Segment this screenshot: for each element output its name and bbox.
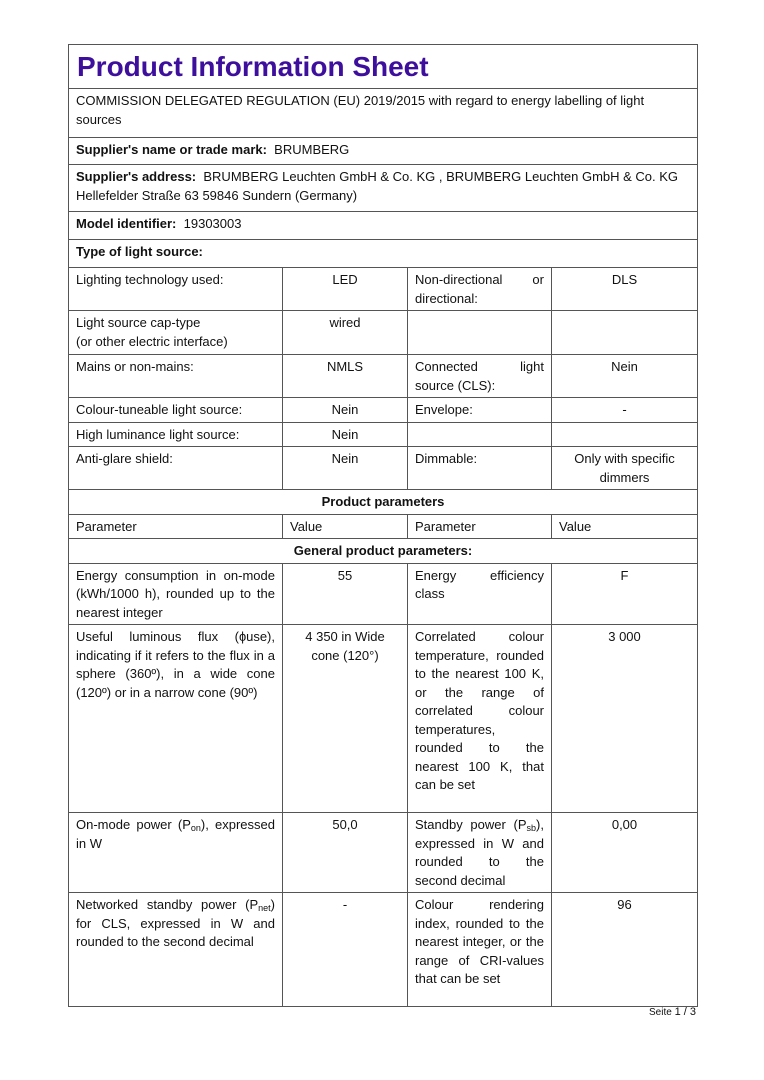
column-header: Parameter: [407, 513, 552, 539]
cell: High luminance light source:: [68, 421, 283, 447]
subscript: sb: [526, 823, 537, 833]
text: Networked standby power (P: [76, 897, 259, 912]
cell: [550, 421, 699, 447]
text: ) for CLS, expressed in W and rounded to…: [76, 897, 275, 949]
cell: Only with specific dimmers: [550, 446, 699, 490]
heading-text: Product parameters: [321, 494, 445, 509]
supplier-address-row: Supplier's address: BRUMBERG Leuchten Gm…: [67, 164, 699, 212]
cell: 0,00: [550, 812, 699, 893]
cell: Dimmable:: [407, 446, 552, 490]
cell: Anti-glare shield:: [68, 446, 283, 490]
text: On-mode power (P: [76, 817, 191, 832]
regulation-text: COMMISSION DELEGATED REGULATION (EU) 201…: [67, 88, 699, 138]
table-row: High luminance light source: Nein: [68, 421, 699, 447]
column-header: Parameter: [68, 513, 283, 539]
page-number: Seite 1 / 3: [649, 1006, 696, 1018]
cell: -: [550, 397, 699, 423]
cell: 4 350 in Wide cone (120°): [282, 624, 408, 813]
table-row: Lighting technology used: LED Non-direct…: [68, 267, 699, 311]
subscript: on: [190, 823, 201, 833]
subscript: net: [258, 903, 271, 913]
product-info-table: Product Information Sheet COMMISSION DEL…: [67, 44, 699, 1007]
cell: Nein: [550, 354, 699, 398]
supplier-name-value: BRUMBERG: [274, 142, 350, 157]
column-header: Value: [282, 513, 408, 539]
cell: wired: [282, 310, 408, 355]
supplier-name-label: Supplier's name or trade mark:: [76, 142, 267, 157]
supplier-address-label: Supplier's address:: [76, 169, 197, 184]
type-heading-text: Type of light source:: [76, 244, 203, 259]
cell: On-mode power (Pon), expressed in W: [68, 812, 283, 893]
table-row: Anti-glare shield: Nein Dimmable: Only w…: [68, 446, 699, 490]
table-row: Colour-tuneable light source: Nein Envel…: [68, 397, 699, 423]
cell: Nein: [282, 421, 408, 447]
heading-text: General product parameters:: [293, 543, 473, 558]
cell: LED: [282, 267, 408, 311]
cap-type-label: Light source cap-type: [76, 315, 201, 330]
cell: 55: [282, 562, 408, 625]
cell: Standby power (Psb), expressed in W and …: [407, 812, 552, 893]
header-row: Parameter Value Parameter Value: [68, 513, 699, 539]
type-heading: Type of light source:: [67, 239, 699, 268]
cell: Energy efficiency class: [407, 562, 552, 625]
page-prefix: Seite: [649, 1007, 672, 1018]
cell: Correlated colour temperature, rounded t…: [407, 624, 552, 813]
cell: [550, 310, 699, 355]
table-row: Light source cap-type (or other electric …: [68, 310, 699, 355]
text: Standby power (P: [415, 817, 527, 832]
cell: 96: [550, 892, 699, 1007]
cell: Envelope:: [407, 397, 552, 423]
cell: Energy consumption in on-mode (kWh/1000 …: [68, 562, 283, 625]
cell: [407, 310, 552, 355]
cell: NMLS: [282, 354, 408, 398]
table-row: Mains or non-mains: NMLS Connected light…: [68, 354, 699, 398]
page-count: 1 / 3: [674, 1006, 696, 1018]
text: ), expressed in W: [76, 817, 275, 851]
cell: [407, 421, 552, 447]
table-row: Energy consumption in on-mode (kWh/1000 …: [68, 562, 699, 625]
cell: Lighting technology used:: [68, 267, 283, 311]
text: ), expressed in W and rounded to the sec…: [415, 817, 544, 888]
table-row: On-mode power (Pon), expressed in W 50,0…: [68, 812, 699, 893]
cell: Nein: [282, 397, 408, 423]
cell: Non-directional or directional:: [407, 267, 552, 311]
cap-type-note: (or other electric interface): [76, 333, 228, 349]
general-params-heading: General product parameters:: [67, 538, 699, 564]
supplier-address-value: BRUMBERG Leuchten GmbH & Co. KG , BRUMBE…: [76, 169, 679, 203]
model-row: Model identifier: 19303003: [67, 211, 699, 240]
cell: -: [282, 892, 408, 1007]
cell: 3 000: [550, 624, 699, 813]
table-row: Useful luminous flux (ɸuse), indicating …: [68, 624, 699, 813]
cell: 50,0: [282, 812, 408, 893]
cell: Colour rendering index, rounded to the n…: [407, 892, 552, 1007]
model-label: Model identifier:: [76, 216, 177, 231]
cell: Useful luminous flux (ɸuse), indicating …: [68, 624, 283, 813]
cell: Nein: [282, 446, 408, 490]
cell: DLS: [550, 267, 699, 311]
cell: Networked standby power (Pnet) for CLS, …: [68, 892, 283, 1007]
cell: Light source cap-type (or other electric …: [68, 310, 283, 355]
supplier-name-row: Supplier's name or trade mark: BRUMBERG: [67, 137, 699, 165]
column-header: Value: [550, 513, 699, 539]
cell: F: [550, 562, 699, 625]
product-params-heading: Product parameters: [67, 489, 699, 515]
cell: Connected light source (CLS):: [407, 354, 552, 398]
table-row: Networked standby power (Pnet) for CLS, …: [68, 892, 699, 1007]
cell: Mains or non-mains:: [68, 354, 283, 398]
page-title: Product Information Sheet: [67, 44, 699, 89]
model-value: 19303003: [183, 216, 242, 231]
cell: Colour-tuneable light source:: [68, 397, 283, 423]
